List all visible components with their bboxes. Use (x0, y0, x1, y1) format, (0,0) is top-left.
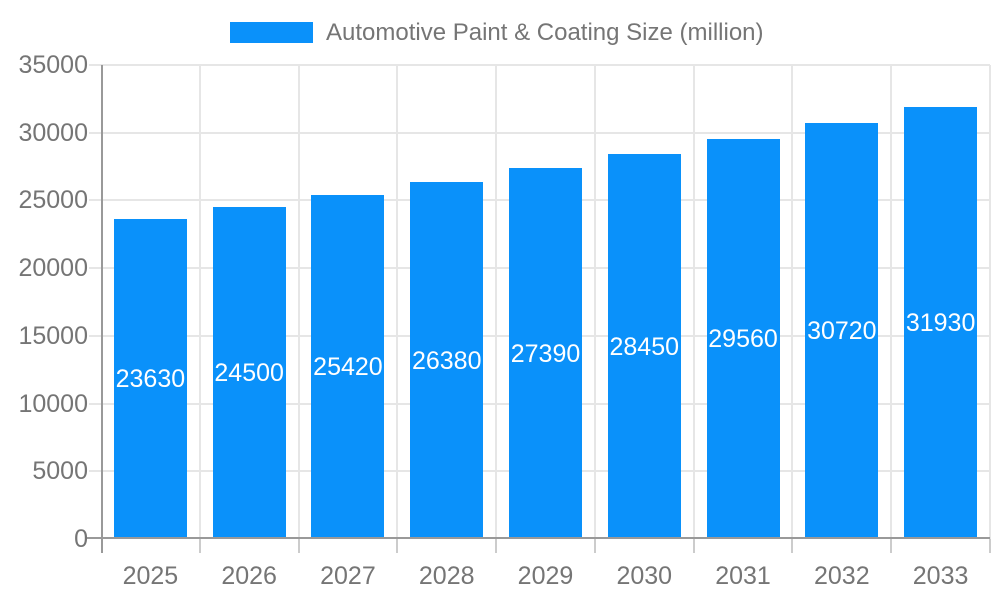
gridline-vertical (791, 65, 794, 539)
x-axis-tick (297, 539, 300, 553)
y-axis-labels: 0 5000 10000 15000 20000 25000 30000 35000 (0, 51, 88, 553)
x-axis-tick-label: 2029 (517, 562, 574, 590)
bar-value-label: 23630 (115, 365, 186, 393)
gridline-vertical (495, 65, 498, 539)
gridline-horizontal (89, 64, 990, 66)
x-axis-tick-label: 2033 (912, 562, 969, 590)
x-axis-tick (890, 539, 893, 553)
bar-value-label: 28450 (609, 332, 680, 361)
bar-value-label: 27390 (510, 339, 581, 368)
bar-value-label: 26380 (411, 346, 482, 375)
legend-swatch[interactable] (230, 22, 313, 43)
gridline-vertical (396, 65, 399, 539)
gridline-horizontal (89, 131, 990, 134)
gridline-vertical (593, 65, 596, 539)
y-axis-tick-label: 5000 (32, 457, 88, 486)
y-axis-tick-label: 0 (74, 525, 88, 553)
bar[interactable]: 29560 (706, 139, 780, 539)
y-axis-tick-label: 30000 (18, 118, 88, 147)
y-axis-tick-label: 10000 (18, 389, 88, 418)
bar-value-label: 31930 (905, 309, 976, 337)
bar[interactable]: 27390 (509, 168, 582, 539)
x-axis-tick (791, 539, 794, 553)
bar[interactable]: 30720 (805, 123, 879, 539)
bar[interactable]: 26380 (410, 182, 484, 539)
x-axis-tick-label: 2026 (221, 562, 277, 590)
x-axis-tick (593, 539, 596, 553)
gridline-vertical (890, 65, 893, 539)
bar-value-label: 25420 (313, 353, 383, 381)
x-axis-tick (198, 539, 201, 553)
legend[interactable]: Automotive Paint & Coating Size (million… (230, 20, 764, 45)
y-axis-line (101, 65, 103, 553)
x-axis-tick-label: 2031 (715, 562, 771, 590)
bar[interactable]: 24500 (212, 207, 286, 539)
x-axis-tick-label: 2025 (122, 562, 179, 590)
x-axis-line (85, 537, 990, 539)
y-axis-tick-label: 25000 (18, 186, 88, 215)
y-axis-tick-label: 20000 (18, 254, 88, 283)
x-axis-tick-label: 2027 (320, 562, 376, 590)
legend-label: Automotive Paint & Coating Size (million… (326, 19, 764, 46)
bar[interactable]: 25420 (311, 195, 385, 539)
y-axis-tick-label: 35000 (18, 51, 88, 79)
gridline-vertical (198, 65, 201, 539)
bar-value-label: 30720 (807, 317, 877, 345)
x-axis-tick (495, 539, 498, 553)
bar-value-label: 29560 (708, 325, 778, 353)
x-axis-tick-label: 2028 (418, 562, 475, 590)
x-axis-tick-label: 2032 (814, 562, 870, 590)
x-axis-labels: 2025 2026 2027 2028 2029 2030 2031 2032 2033 (101, 561, 990, 591)
bar[interactable]: 31930 (904, 107, 978, 539)
x-axis-tick-label: 2030 (616, 562, 673, 590)
x-axis-tick (692, 539, 695, 553)
gridline-vertical (692, 65, 695, 539)
bar-value-label: 24500 (214, 359, 284, 387)
x-axis-tick (396, 539, 399, 553)
x-axis-tick (989, 539, 991, 553)
y-axis-tick-label: 15000 (18, 321, 88, 350)
bar[interactable]: 28450 (607, 154, 681, 539)
bar[interactable]: 23630 (113, 219, 187, 539)
gridline-vertical (297, 65, 300, 539)
gridline-vertical (989, 65, 991, 539)
plot-area: 23630 24500 25420 26380 27390 28450 29560 30720… (85, 64, 991, 553)
